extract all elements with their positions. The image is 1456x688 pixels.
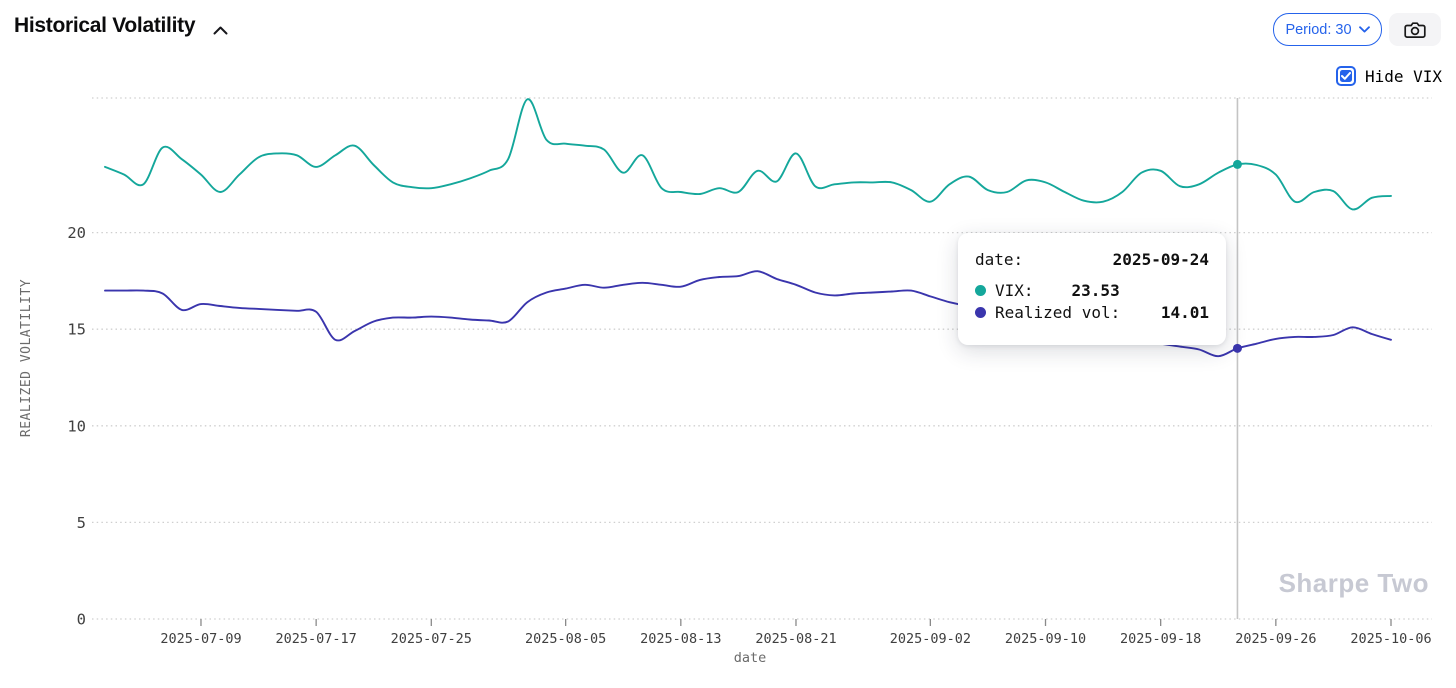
- tooltip-vix-label: VIX:: [995, 280, 1034, 300]
- y-tick-label: 10: [67, 417, 86, 435]
- x-axis-title: date: [734, 650, 767, 666]
- tooltip-realized-vol-value: 14.01: [1160, 302, 1209, 322]
- x-tick-label: 2025-08-13: [640, 631, 721, 647]
- camera-button[interactable]: [1389, 13, 1441, 46]
- x-tick-label: 2025-10-06: [1350, 631, 1431, 647]
- x-tick-label: 2025-08-21: [755, 631, 836, 647]
- chart-tooltip: date: 2025-09-24 VIX: 23.53 Realized vol…: [958, 233, 1226, 345]
- tooltip-realized-vol-row: Realized vol: 14.01: [975, 301, 1209, 323]
- tooltip-date-row: date: 2025-09-24: [975, 248, 1209, 270]
- tooltip-realized-vol-label: Realized vol:: [995, 302, 1121, 322]
- y-axis-title: REALIZED VOLATILITY: [19, 279, 34, 437]
- tooltip-vix-row: VIX: 23.53: [975, 279, 1209, 301]
- tooltip-date-value: 2025-09-24: [1112, 249, 1209, 269]
- y-tick-label: 15: [67, 321, 86, 339]
- y-tick-label: 20: [67, 224, 86, 242]
- hide-vix-label[interactable]: Hide VIX: [1365, 66, 1443, 86]
- x-tick-label: 2025-07-09: [160, 631, 241, 647]
- tooltip-vix-value: 23.53: [1071, 280, 1120, 300]
- x-tick-label: 2025-09-26: [1235, 631, 1316, 647]
- check-icon: [1341, 72, 1351, 80]
- x-tick-label: 2025-08-05: [525, 631, 606, 647]
- chevron-down-icon: [1358, 26, 1370, 33]
- x-tick-label: 2025-07-25: [391, 631, 472, 647]
- checkbox-checked-fill: [1340, 70, 1352, 82]
- tooltip-date-label: date:: [975, 249, 1024, 269]
- vix-series-dot: [975, 284, 986, 296]
- realized-vol-series-dot: [975, 306, 986, 318]
- realized-vol-marker-dot: [1232, 343, 1242, 353]
- y-tick-label: 5: [77, 514, 86, 532]
- y-tick-label: 0: [77, 611, 86, 629]
- hide-vix-checkbox[interactable]: [1336, 66, 1356, 86]
- realized-vol-line: [104, 270, 1392, 358]
- page-title: Historical Volatility: [14, 14, 196, 37]
- x-tick-label: 2025-09-10: [1005, 631, 1086, 647]
- collapse-chevron-up-icon[interactable]: [213, 22, 228, 40]
- x-tick-label: 2025-07-17: [275, 631, 356, 647]
- period-select-button[interactable]: Period: 30: [1273, 13, 1382, 46]
- watermark: Sharpe Two: [1278, 568, 1429, 598]
- vix-marker-dot: [1232, 159, 1242, 169]
- period-button-label: Period: 30: [1285, 21, 1352, 38]
- x-tick-label: 2025-09-02: [890, 631, 971, 647]
- x-tick-label: 2025-09-18: [1120, 631, 1201, 647]
- vix-line: [104, 98, 1392, 211]
- camera-icon: [1404, 21, 1426, 39]
